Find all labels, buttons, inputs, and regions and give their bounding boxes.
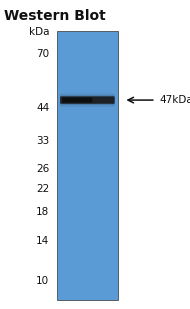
Text: 33: 33 — [36, 136, 49, 146]
Bar — [57, 31, 118, 300]
FancyBboxPatch shape — [60, 95, 115, 105]
Text: 22: 22 — [36, 184, 49, 194]
FancyBboxPatch shape — [60, 93, 115, 107]
Text: Western Blot: Western Blot — [4, 9, 106, 23]
FancyBboxPatch shape — [60, 97, 115, 104]
Text: 44: 44 — [36, 103, 49, 113]
Text: 14: 14 — [36, 236, 49, 247]
FancyBboxPatch shape — [60, 96, 115, 104]
Text: 10: 10 — [36, 276, 49, 286]
Text: 47kDa: 47kDa — [160, 95, 190, 105]
Text: 70: 70 — [36, 49, 49, 59]
FancyBboxPatch shape — [62, 98, 92, 103]
Text: 26: 26 — [36, 164, 49, 174]
Text: 18: 18 — [36, 207, 49, 217]
Text: kDa: kDa — [29, 27, 49, 36]
